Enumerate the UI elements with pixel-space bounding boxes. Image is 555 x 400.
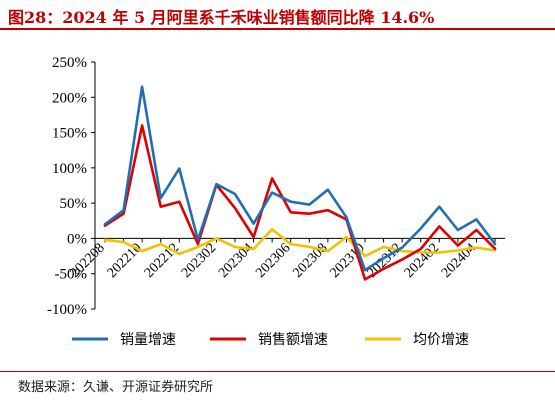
y-tick-label: -50% [55, 267, 88, 283]
x-axis: 2022082022102022122023022023042023062023… [68, 237, 505, 281]
y-tick-label: 200% [52, 90, 87, 106]
legend-label: 均价增速 [413, 332, 469, 348]
footer-divider [0, 371, 555, 372]
line-chart: -100% -50% 0% 50% 100% 150% 200% 250% 202208202… [47, 55, 505, 348]
y-tick-label: 250% [52, 55, 87, 71]
x-tick-label: 202306 [253, 241, 293, 281]
series-line [103, 124, 497, 281]
title-divider [0, 28, 555, 30]
series-line [103, 85, 497, 272]
y-tick-label: -100% [47, 302, 87, 318]
source-note: 数据来源：久谦、开源证券研究所 [18, 380, 214, 395]
y-tick-label: 0% [67, 231, 87, 247]
x-tick-label: 202210 [105, 241, 145, 281]
y-tick-label: 150% [52, 126, 87, 142]
y-tick-label: 50% [60, 196, 88, 212]
legend: 销量增速 销售额增速 均价增速 [72, 332, 469, 348]
legend-label: 销量增速 [120, 332, 176, 348]
series-line [103, 228, 497, 258]
x-tick-label: 202212 [142, 241, 182, 281]
y-tick-label: 100% [52, 161, 87, 177]
x-tick-label: 202404 [439, 241, 479, 281]
legend-label: 销售额增速 [258, 332, 328, 348]
series-lines [103, 85, 497, 281]
figure-title: 图28：2024 年 5 月阿里系千禾味业销售额同比降 14.6% [8, 8, 435, 27]
y-axis: -100% -50% 0% 50% 100% 150% 200% 250% [47, 55, 96, 318]
